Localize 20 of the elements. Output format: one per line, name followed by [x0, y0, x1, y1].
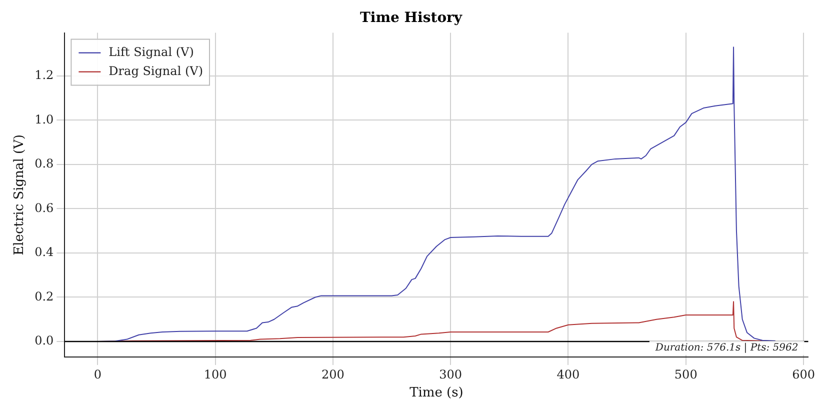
x-tick-label: 400 — [556, 367, 580, 382]
x-tick-label: 300 — [439, 367, 462, 382]
legend-label: Lift Signal (V) — [108, 44, 194, 59]
y-tick-label: 0.6 — [34, 200, 54, 215]
y-tick-label: 1.0 — [34, 112, 54, 126]
y-tick-label: 0.0 — [34, 334, 54, 348]
y-axis-title: Electric Signal (V) — [12, 134, 28, 256]
x-tick-label: 100 — [204, 367, 227, 382]
y-tick-label: 0.8 — [34, 156, 54, 171]
annotation: Duration: 576.1s | Pts: 5962 — [654, 342, 798, 354]
x-tick-label: 200 — [321, 367, 344, 382]
y-tick-label: 1.2 — [34, 68, 54, 82]
x-tick-label: 0 — [94, 367, 102, 382]
x-tick-label: 600 — [792, 367, 815, 382]
y-tick-label: 0.4 — [34, 245, 54, 260]
x-tick-label: 500 — [674, 367, 698, 382]
x-axis-title: Time (s) — [410, 386, 464, 401]
chart-title: Time History — [360, 10, 463, 26]
y-tick-label: 0.2 — [34, 289, 54, 304]
legend-label: Drag Signal (V) — [108, 64, 203, 78]
